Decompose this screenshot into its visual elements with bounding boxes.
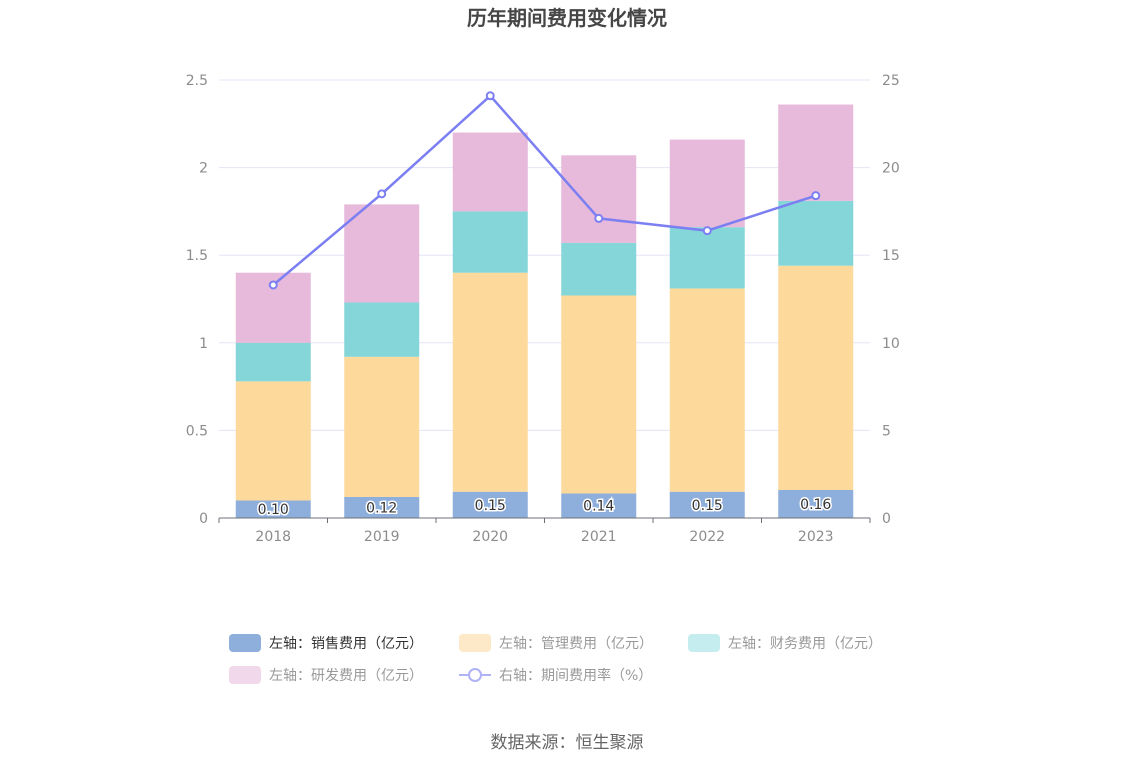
right-tick-label: 20 bbox=[882, 161, 900, 177]
left-tick-label: 2.5 bbox=[186, 73, 208, 89]
bar bbox=[344, 204, 420, 303]
bar bbox=[778, 200, 854, 266]
chart-title: 历年期间费用变化情况 bbox=[467, 6, 667, 30]
bar bbox=[669, 227, 745, 289]
rate-point bbox=[377, 189, 387, 199]
rate-point bbox=[268, 280, 278, 290]
right-tick-label: 25 bbox=[882, 73, 900, 89]
rate-line bbox=[272, 93, 817, 286]
legend-item[interactable]: 左轴：销售费用（亿元） bbox=[229, 634, 423, 652]
bar bbox=[561, 155, 637, 243]
legend-item[interactable]: 左轴：研发费用（亿元） bbox=[229, 666, 423, 684]
legend-swatch-icon bbox=[688, 634, 720, 652]
bar-value-label: 0.16 bbox=[800, 497, 831, 513]
rate-point bbox=[702, 226, 712, 236]
legend-label: 左轴：管理费用（亿元） bbox=[499, 636, 653, 652]
data-labels: 0.10 0.12 0.15 0.14 0.15 0.16 bbox=[256, 495, 833, 519]
right-tick-label: 15 bbox=[882, 248, 900, 264]
legend-swatch-icon bbox=[229, 634, 261, 652]
legend-swatch-icon bbox=[459, 634, 491, 652]
bar-value-label: 0.12 bbox=[366, 500, 397, 516]
x-tick-label: 2023 bbox=[798, 529, 834, 545]
source-note: 数据来源：恒生聚源 bbox=[491, 733, 644, 753]
bar bbox=[669, 491, 745, 518]
left-tick-label: 0 bbox=[199, 511, 208, 527]
legend-label: 左轴：研发费用（亿元） bbox=[269, 668, 423, 684]
left-tick-label: 2 bbox=[199, 161, 208, 177]
left-axis: 0 0.5 1 1.5 2 2.5 bbox=[186, 73, 208, 527]
bar bbox=[669, 288, 745, 492]
bar bbox=[778, 265, 854, 490]
right-tick-label: 0 bbox=[882, 511, 891, 527]
rate-point bbox=[594, 213, 604, 223]
bar bbox=[778, 489, 854, 518]
bar bbox=[235, 500, 311, 518]
bar bbox=[561, 493, 637, 518]
bar-series bbox=[235, 104, 854, 518]
right-axis: 0 5 10 15 20 25 bbox=[882, 73, 900, 527]
bar bbox=[452, 132, 528, 212]
legend-item[interactable]: 右轴：期间费用率（%） bbox=[459, 667, 652, 684]
bar bbox=[235, 381, 311, 501]
x-tick-label: 2020 bbox=[472, 529, 508, 545]
rate-point bbox=[485, 91, 495, 101]
left-tick-label: 1.5 bbox=[186, 248, 208, 264]
x-tick-label: 2022 bbox=[689, 529, 725, 545]
bar bbox=[669, 139, 745, 228]
x-tick-label: 2021 bbox=[581, 529, 617, 545]
x-axis: 2018 2019 2020 2021 2022 2023 bbox=[218, 517, 871, 545]
bar bbox=[344, 356, 420, 497]
right-tick-label: 10 bbox=[882, 336, 900, 352]
bar bbox=[235, 342, 311, 382]
bar bbox=[561, 242, 637, 296]
legend-label: 左轴：财务费用（亿元） bbox=[728, 636, 882, 652]
bar bbox=[344, 302, 420, 357]
bar bbox=[452, 211, 528, 273]
bar bbox=[778, 104, 854, 201]
legend-item[interactable]: 左轴：财务费用（亿元） bbox=[688, 634, 882, 652]
bar-value-label: 0.14 bbox=[583, 499, 614, 515]
x-tick-label: 2019 bbox=[364, 529, 400, 545]
left-tick-label: 1 bbox=[199, 336, 208, 352]
bar bbox=[344, 496, 420, 518]
left-tick-label: 0.5 bbox=[186, 423, 208, 439]
legend-label: 左轴：销售费用（亿元） bbox=[269, 636, 423, 652]
legend[interactable]: 左轴：销售费用（亿元） 左轴：管理费用（亿元） 左轴：财务费用（亿元） 左轴：研发费用… bbox=[229, 634, 882, 684]
line-series bbox=[268, 91, 821, 290]
legend-swatch-icon bbox=[229, 666, 261, 684]
legend-marker-icon bbox=[468, 668, 482, 682]
bar bbox=[452, 491, 528, 518]
bar-value-label: 0.10 bbox=[258, 502, 289, 518]
rate-point bbox=[811, 191, 821, 201]
right-tick-label: 5 bbox=[882, 423, 891, 439]
x-tick-label: 2018 bbox=[255, 529, 291, 545]
bar bbox=[452, 272, 528, 492]
legend-label: 右轴：期间费用率（%） bbox=[499, 667, 652, 684]
bar bbox=[561, 295, 637, 494]
bar-value-label: 0.15 bbox=[475, 498, 506, 514]
bar-value-label: 0.15 bbox=[692, 498, 723, 514]
grid-lines bbox=[219, 79, 870, 431]
legend-item[interactable]: 左轴：管理费用（亿元） bbox=[459, 634, 653, 652]
